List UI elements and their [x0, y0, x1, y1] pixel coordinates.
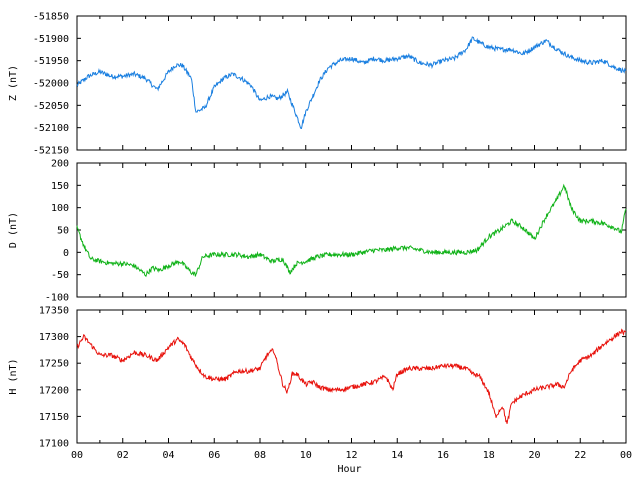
x-tick-label: 04	[162, 450, 174, 461]
d-series-line	[76, 183, 627, 278]
x-tick-label: 08	[254, 450, 266, 461]
x-tick-label: 22	[574, 450, 586, 461]
z-panel: -51850 -51900 -51950 -52000 -52050 -52100 -521…	[8, 12, 627, 157]
x-tick-label: 10	[300, 450, 312, 461]
d-ytick-label: 50	[57, 226, 69, 237]
x-axis-title: Hour	[337, 464, 361, 475]
z-ytick-label: -51950	[33, 56, 69, 67]
d-ytick-label: 200	[51, 159, 69, 170]
d-ytick-label: 100	[51, 203, 69, 214]
d-axis-title: D (nT)	[8, 212, 19, 248]
z-plot-frame	[76, 15, 627, 151]
z-ytick-label: -51850	[33, 12, 69, 23]
d-ytick-label: 0	[63, 248, 69, 259]
h-ytick-label: 17300	[39, 332, 69, 343]
x-tick-label: 18	[483, 450, 495, 461]
z-ytick-label: -52000	[33, 79, 69, 90]
h-ytick-label: 17100	[39, 439, 69, 450]
h-axis-title: H (nT)	[8, 358, 19, 394]
x-tick-label: 00	[620, 450, 632, 461]
h-plot-frame	[76, 309, 627, 444]
x-tick-label: 14	[391, 450, 403, 461]
h-panel: 17350 17300 17250 17200 17150 17100 H (nT) 00 02…	[8, 306, 632, 476]
x-tick-label: 06	[208, 450, 220, 461]
x-tick-label: 02	[117, 450, 129, 461]
d-ytick-label: -50	[51, 270, 69, 281]
x-tick-label: 12	[345, 450, 357, 461]
x-tick-label: 20	[528, 450, 540, 461]
z-series-line	[76, 36, 627, 130]
h-ytick-label: 17250	[39, 359, 69, 370]
d-ytick-label: -100	[45, 293, 69, 304]
x-tick-label: 16	[437, 450, 449, 461]
h-series-line	[76, 328, 627, 424]
h-ytick-label: 17200	[39, 385, 69, 396]
z-ytick-label: -52100	[33, 123, 69, 134]
d-plot-frame	[76, 162, 627, 298]
z-ytick-label: -52150	[33, 146, 69, 157]
h-ytick-label: 17350	[39, 306, 69, 317]
h-ytick-label: 17150	[39, 412, 69, 423]
d-ytick-label: 150	[51, 181, 69, 192]
z-ytick-label: -52050	[33, 101, 69, 112]
z-ytick-label: -51900	[33, 34, 69, 45]
x-tick-label: 00	[71, 450, 83, 461]
d-panel: 200 150 100 50 0 -50 -100 D (nT)	[8, 159, 627, 304]
z-axis-title: Z (nT)	[8, 65, 19, 101]
